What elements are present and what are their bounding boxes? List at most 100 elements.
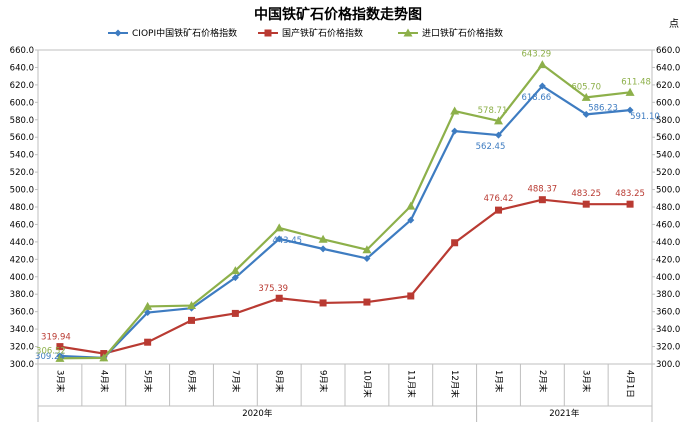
- point-marker: [538, 196, 546, 204]
- point-marker: [362, 245, 372, 254]
- y-tick-label-right: 560.0: [656, 133, 680, 143]
- point-marker: [274, 223, 284, 232]
- legend-item-label: 进口铁矿石价格指数: [422, 27, 503, 39]
- point-marker: [626, 106, 634, 114]
- y-tick-label-right: 540.0: [656, 151, 680, 161]
- x-tick-label: 4月末: [98, 370, 109, 393]
- point-marker: [407, 292, 415, 300]
- legend-item-label: 国产铁矿石价格指数: [282, 27, 363, 39]
- point-marker: [407, 216, 415, 224]
- point-marker: [537, 60, 547, 69]
- y-tick-label-right: 380.0: [656, 290, 680, 300]
- point-marker: [264, 29, 272, 37]
- y-tick-label-left: 360.0: [10, 308, 34, 318]
- point-marker: [275, 294, 283, 302]
- y-tick-label-right: 460.0: [656, 220, 680, 230]
- data-label: 443.45: [272, 236, 302, 246]
- y-tick-label-left: 480.0: [10, 203, 34, 213]
- point-marker: [187, 301, 196, 310]
- y-tick-label-left: 520.0: [10, 168, 34, 178]
- x-tick-label: 12月末: [449, 370, 460, 398]
- data-label: 483.25: [615, 189, 645, 199]
- y-tick-label-left: 420.0: [10, 255, 34, 265]
- series-0: [56, 82, 634, 362]
- data-label: 611.48: [621, 77, 651, 87]
- y-tick-label-right: 660.0: [656, 46, 680, 56]
- x-tick-label: 3月末: [581, 370, 592, 393]
- point-marker: [625, 87, 635, 96]
- point-marker: [99, 353, 109, 362]
- y-tick-label-right: 440.0: [656, 238, 680, 248]
- point-marker: [538, 82, 546, 90]
- y-tick-label-left: 400.0: [10, 273, 34, 283]
- point-marker: [319, 299, 327, 307]
- point-marker: [451, 239, 459, 247]
- y-tick-label-right: 580.0: [656, 116, 680, 126]
- data-label: 319.94: [41, 333, 71, 343]
- series-line: [59, 198, 631, 355]
- point-marker: [188, 316, 195, 324]
- y-tick-label-left: 560.0: [10, 133, 34, 143]
- y-tick-label-right: 520.0: [656, 168, 680, 178]
- y-tick-label-left: 440.0: [10, 238, 34, 248]
- y-tick-label-left: 660.0: [10, 46, 34, 56]
- y-tick-label-right: 320.0: [656, 343, 680, 353]
- x-tick-label: 3月末: [54, 370, 65, 393]
- point-marker: [56, 343, 64, 351]
- y-tick-label-right: 620.0: [656, 81, 680, 91]
- point-marker: [581, 92, 591, 101]
- legend: CIOPI中国铁矿石价格指数 国产铁矿石价格指数 进口铁矿石价格指数: [108, 27, 503, 39]
- point-marker: [275, 235, 283, 243]
- y-tick-label-left: 380.0: [10, 290, 34, 300]
- data-label: 586.23: [588, 103, 618, 113]
- x-tick-label: 11月末: [405, 370, 416, 398]
- data-label: 618.66: [521, 93, 551, 103]
- year-label: 2020年: [242, 408, 273, 419]
- point-marker: [231, 309, 239, 317]
- data-labels: 309.24 443.45 562.45 618.66 586.23 591.10 319.…: [35, 50, 660, 362]
- year-label: 2021年: [549, 408, 580, 419]
- y-tick-label-right: 360.0: [656, 308, 680, 318]
- y-tick-label-right: 420.0: [656, 255, 680, 265]
- point-marker: [231, 274, 239, 282]
- data-label: 643.29: [521, 50, 551, 60]
- y-tick-label-right: 640.0: [656, 63, 680, 73]
- point-marker: [450, 106, 460, 115]
- point-marker: [406, 201, 416, 210]
- x-axis: 3月末 4月末 5月末 6月末 7月末 8月末 9月末 10月末 11月末 12月末 1月末 2月末 3…: [37, 364, 653, 422]
- series-1: [56, 196, 634, 358]
- y-tick-label-left: 580.0: [10, 116, 34, 126]
- y-tick-label-left: 300.0: [10, 360, 34, 370]
- point-marker: [144, 338, 152, 346]
- point-marker: [55, 353, 65, 362]
- y-tick-label-left: 640.0: [10, 63, 34, 73]
- data-label: 375.39: [258, 284, 288, 294]
- data-label: 488.37: [527, 185, 557, 195]
- point-marker: [363, 298, 371, 306]
- point-marker: [582, 110, 590, 118]
- series-layer: [55, 60, 635, 362]
- legend-item-label: CIOPI中国铁矿石价格指数: [132, 27, 237, 39]
- data-label: 578.71: [478, 106, 508, 116]
- point-marker: [363, 254, 371, 262]
- data-label: 476.42: [484, 194, 514, 204]
- data-label: 562.45: [476, 142, 506, 152]
- y-tick-label-left: 600.0: [10, 98, 34, 108]
- y-tick-label-right: 340.0: [656, 325, 680, 335]
- x-tick-label: 7月末: [230, 370, 241, 393]
- data-label: 591.10: [630, 112, 660, 122]
- point-marker: [318, 234, 328, 243]
- data-label: 309.24: [35, 352, 65, 362]
- series-2: [55, 60, 635, 362]
- x-tick-label: 4月1日: [625, 370, 635, 398]
- series-line: [59, 84, 631, 359]
- data-label: 306.52: [36, 346, 66, 356]
- point-marker: [494, 116, 503, 125]
- data-label: 605.70: [571, 82, 601, 92]
- point-marker: [626, 200, 634, 208]
- y-tick-label-right: 480.0: [656, 203, 680, 213]
- x-tick-label: 2月末: [537, 370, 548, 393]
- y-tick-label-right: 300.0: [656, 360, 680, 370]
